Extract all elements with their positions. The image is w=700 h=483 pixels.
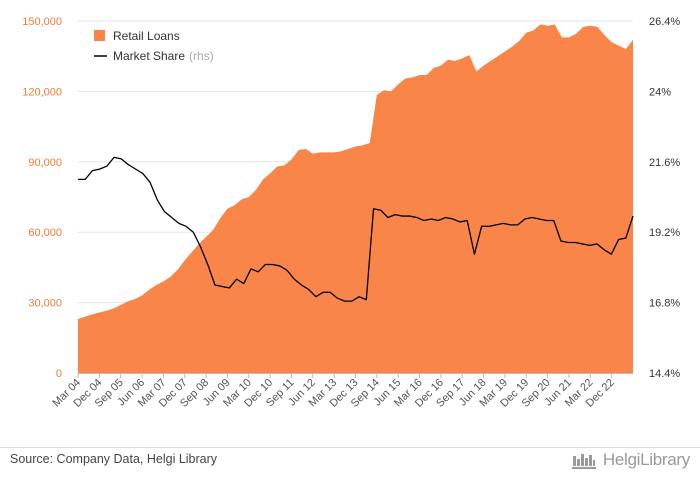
y-tick-label-right: 21.6% [649, 157, 680, 169]
y-tick-label-left: 150,000 [22, 16, 62, 28]
library-icon [571, 454, 596, 469]
y-axis-left: 0 30,000 60,000 90,000 120,000 150,000 [22, 16, 62, 380]
y-tick-label-right: 24% [649, 86, 671, 98]
brand-logo: HelgiLibrary [571, 449, 690, 471]
y-tick-label-right: 26.4% [649, 16, 680, 28]
retail-loans-area [78, 24, 633, 374]
legend-label-market-share: Market Share (rhs) [113, 49, 214, 63]
y-tick-label-left: 120,000 [22, 86, 62, 98]
market-share-series [78, 156, 634, 302]
y-tick-label-left: 60,000 [28, 227, 62, 239]
retail-loans-series [78, 24, 633, 374]
market-share-line [78, 156, 634, 302]
legend-label-retail-loans: Retail Loans [113, 29, 180, 43]
legend-label-market-share-suffix: (rhs) [189, 49, 214, 63]
y-tick-label-right: 19.2% [649, 227, 680, 239]
y-tick-label-left: 90,000 [28, 157, 62, 169]
legend-label-market-share-name: Market Share [113, 49, 185, 63]
y-tick-label-left: 30,000 [28, 298, 62, 310]
y-tick-label-right: 14.4% [649, 368, 680, 380]
footer-divider [0, 447, 700, 448]
y-axis-right: 14.4% 16.8% 19.2% 21.6% 24% 26.4% [649, 16, 680, 380]
brand-name: HelgiLibrary [602, 450, 690, 469]
y-tick-label-left: 0 [56, 368, 62, 380]
legend: Retail Loans Market Share (rhs) [94, 29, 214, 63]
y-tick-label-right: 16.8% [649, 298, 680, 310]
source-note: Source: Company Data, Helgi Library [10, 452, 218, 466]
legend-swatch-retail-loans [94, 30, 105, 41]
